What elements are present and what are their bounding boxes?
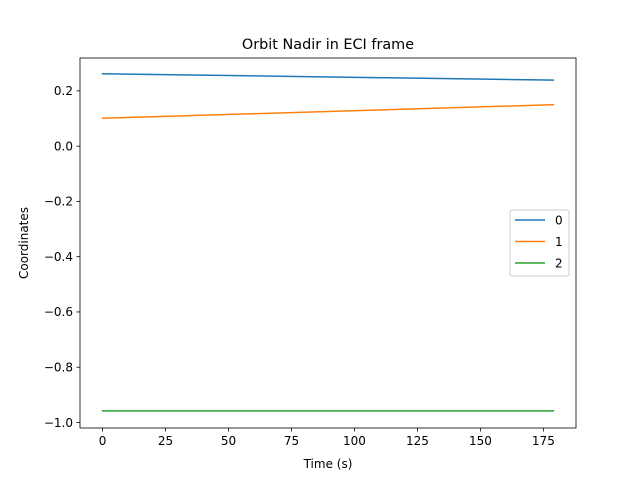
x-axis: 0 25 50 75 100 125 150 175 [99,428,555,448]
y-tick-label: 0.2 [54,84,73,98]
y-axis-label: Coordinates [17,207,31,279]
x-tick-label: 75 [284,434,299,448]
legend-label-1: 1 [555,235,563,249]
y-tick-label: −0.6 [44,305,73,319]
legend-label-2: 2 [555,256,563,270]
x-tick-label: 150 [469,434,492,448]
legend: 0 1 2 [509,209,570,277]
y-tick-label: −0.4 [44,250,73,264]
x-tick-label: 50 [221,434,236,448]
x-tick-label: 25 [158,434,173,448]
x-axis-label: Time (s) [303,457,353,471]
x-tick-label: 100 [343,434,366,448]
x-tick-label: 175 [532,434,555,448]
y-tick-label: −0.8 [44,361,73,375]
y-tick-label: 0.0 [54,139,73,153]
plot-area [79,57,577,429]
series-line-0 [101,72,555,81]
chart-title: Orbit Nadir in ECI frame [242,37,414,53]
series-layer [101,72,555,412]
y-tick-label: −1.0 [44,416,73,430]
legend-box [509,209,570,277]
series-line-1 [101,103,555,120]
x-tick-label: 0 [99,434,107,448]
x-tick-label: 125 [406,434,429,448]
y-axis: 0.2 0.0 −0.2 −0.4 −0.6 −0.8 −1.0 [44,84,80,430]
plot-frame [79,57,577,429]
y-tick-label: −0.2 [44,195,73,209]
legend-label-0: 0 [555,213,563,227]
